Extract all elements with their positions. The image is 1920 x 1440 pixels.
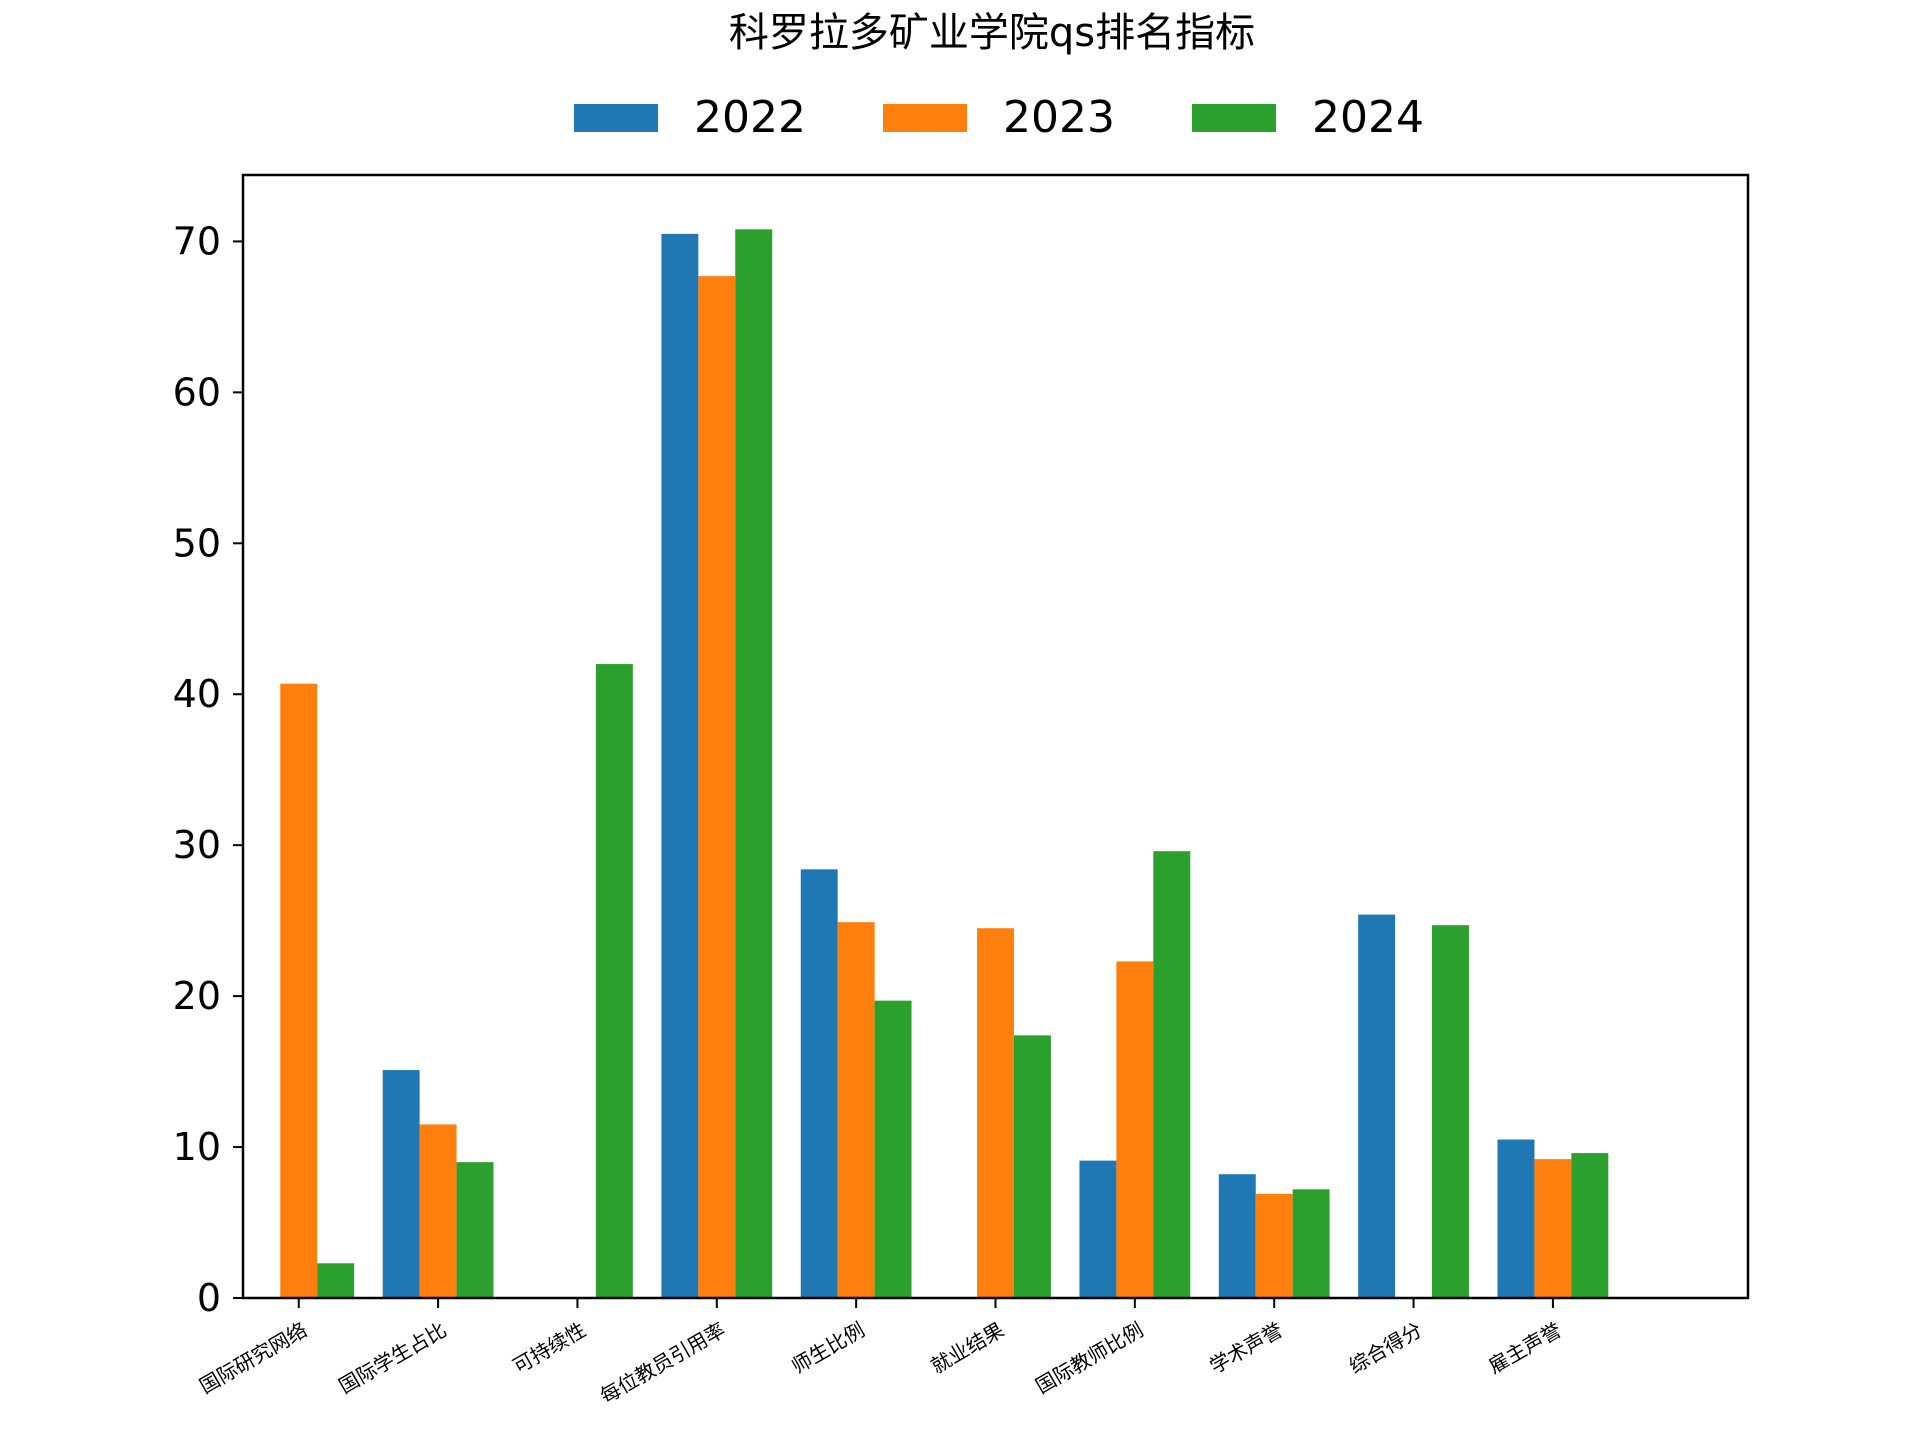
bar-2023-师生比例 [837,922,875,1298]
bar-2024-国际研究网络 [317,1263,355,1298]
bar-2024-综合得分 [1432,925,1469,1298]
y-tick-label: 0 [197,1276,221,1320]
bar-2024-可持续性 [595,664,633,1298]
bar-2022-学术声誉 [1218,1174,1256,1298]
y-axis: 0 10 20 30 40 50 60 70 [173,219,243,1320]
legend-swatch-2024 [1192,104,1276,132]
bar-2022-综合得分 [1358,914,1396,1298]
y-tick-label: 40 [173,672,221,716]
bar-2022-每位教员引用率 [661,233,699,1298]
bar-2024-就业结果 [1013,1035,1051,1298]
bar-2024-学术声誉 [1292,1189,1330,1298]
bar-2022-国际教师比例 [1079,1160,1117,1298]
bar-2023-国际学生占比 [419,1124,457,1298]
y-tick-label: 10 [173,1125,221,1169]
bar-2022-师生比例 [800,869,838,1298]
legend-label-2024: 2024 [1312,92,1424,143]
bar-2023-国际研究网络 [280,683,318,1298]
bar-2024-雇主声誉 [1571,1153,1609,1298]
bar-2023-每位教员引用率 [698,276,736,1298]
chart-title: 科罗拉多矿业学院qs排名指标 [729,10,1255,56]
bar-2023-雇主声誉 [1534,1159,1572,1298]
legend-swatch-2022 [574,104,658,132]
legend-label-2023: 2023 [1003,92,1115,143]
legend-swatch-2023 [883,104,967,132]
bar-2024-国际学生占比 [456,1162,494,1298]
bar-2022-雇主声誉 [1497,1139,1535,1298]
bar-2024-每位教员引用率 [735,229,773,1299]
y-tick-label: 70 [173,219,221,263]
bar-2023-学术声誉 [1255,1193,1293,1298]
y-tick-label: 50 [173,521,221,565]
legend: 2022 2023 2024 [574,92,1424,143]
y-tick-label: 20 [173,974,221,1018]
bars-group [280,229,1609,1299]
bar-2023-国际教师比例 [1116,961,1154,1298]
y-tick-label: 30 [173,823,221,867]
bar-2024-师生比例 [874,1000,912,1298]
legend-label-2022: 2022 [694,92,806,143]
bar-2024-国际教师比例 [1153,851,1191,1298]
bar-2022-国际学生占比 [382,1070,420,1298]
y-tick-label: 60 [173,370,221,414]
bar-2023-就业结果 [977,928,1014,1298]
